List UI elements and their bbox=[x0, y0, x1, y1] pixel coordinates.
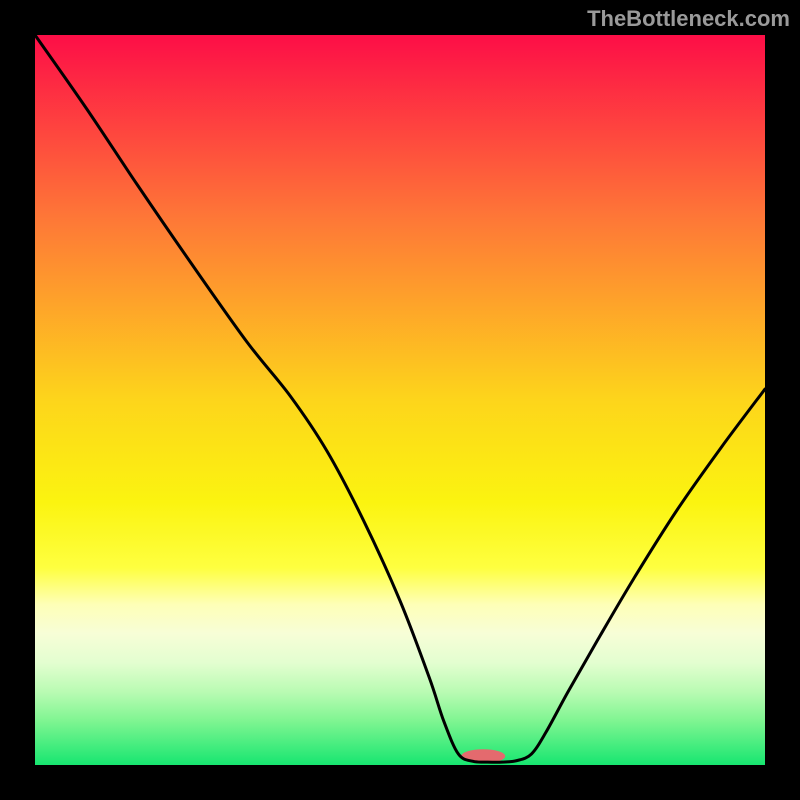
watermark-text: TheBottleneck.com bbox=[587, 6, 790, 32]
bottleneck-chart bbox=[0, 0, 800, 800]
plot-area-background bbox=[35, 35, 765, 765]
chart-stage: TheBottleneck.com bbox=[0, 0, 800, 800]
